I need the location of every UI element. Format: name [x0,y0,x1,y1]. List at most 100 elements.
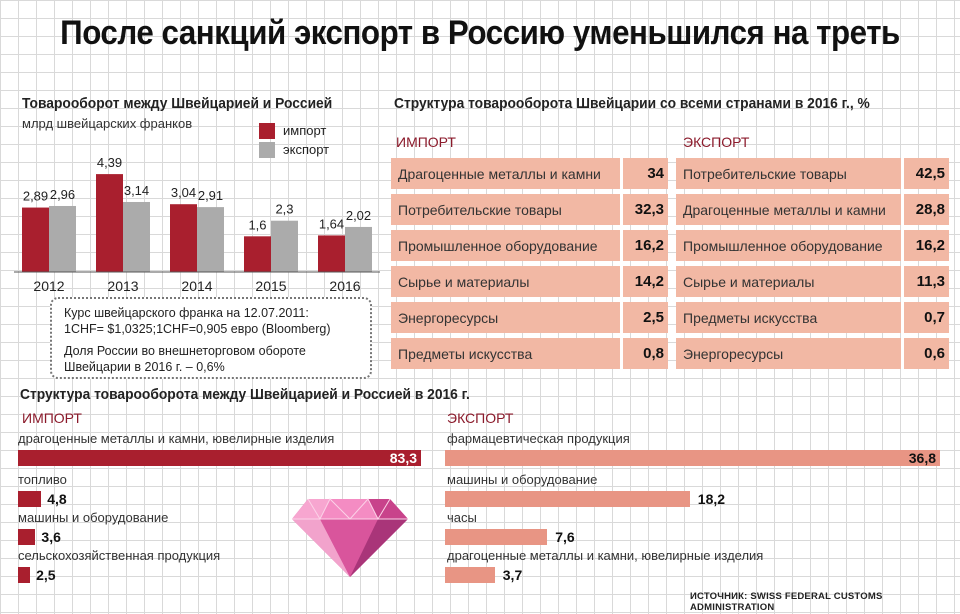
import-bar-value: 4,8 [47,491,67,507]
bar-export-2013 [123,201,150,272]
structure-import-row-label: Предметы искусства [398,345,533,362]
structure-export-row-value: 42,5 [901,158,949,189]
import-category-label: драгоценные металлы и камни, ювелирные и… [18,431,335,446]
structure-export-row: Потребительские товары 42,5 [676,158,949,189]
bar-import-2012 [22,207,49,272]
structure-title: Структура товарооборота Швейцарии со все… [394,95,870,112]
value-label-import-2015: 1,6 [248,217,266,232]
exchange-rate-note: Курс швейцарского франка на 12.07.2011: … [50,297,372,379]
export-category-label: часы [447,510,477,525]
export-bar-value: 36,8 [908,450,936,466]
import-category-label: сельскохозяйственная продукция [18,548,221,563]
structure-import-row-label: Сырье и материалы [398,273,530,290]
note-line-2: 1CHF= $1,0325;1CHF=0,905 евро (Bloomberg… [64,322,331,336]
import-category-label: топливо [18,472,67,487]
bar-export-2016 [345,226,372,272]
export-bar [445,450,940,466]
export-bar [445,567,495,583]
structure-export-row-label: Энергоресурсы [683,345,784,362]
import-bar-value: 3,6 [41,529,61,545]
structure-export-row-label: Сырье и материалы [683,273,815,290]
import-bar [18,491,42,507]
bar-import-2013 [96,174,123,272]
structure-export-row-value: 16,2 [901,230,949,261]
value-label-export-2015: 2,3 [275,202,293,217]
structure-export-row: Предметы искусства 0,7 [676,302,949,333]
structure-export-row: Энергоресурсы 0,6 [676,338,949,369]
year-label-2016: 2016 [329,278,360,294]
legend-import-swatch [259,123,275,139]
bar-import-2015 [244,236,271,272]
legend-export-label: экспорт [283,142,330,157]
export-category-label: драгоценные металлы и камни, ювелирные и… [447,548,764,563]
structure-import-heading: ИМПОРТ [396,134,456,150]
structure-import-row-value: 0,8 [620,338,668,369]
structure-export-row: Сырье и материалы 11,3 [676,266,949,297]
structure-export-row-label: Промышленное оборудование [683,237,883,254]
bar-export-2014 [197,207,224,272]
structure-import-row: Предметы искусства 0,8 [391,338,668,369]
structure-import-row-label: Промышленное оборудование [398,237,598,254]
note-line-3: Доля России во внешнеторговом обороте [64,344,306,358]
value-label-import-2012: 2,89 [23,189,48,204]
export-bar-value: 3,7 [502,567,523,583]
value-label-import-2014: 3,04 [171,185,196,200]
structure-export-row: Промышленное оборудование 16,2 [676,230,949,261]
structure-export-row-value: 0,6 [901,338,949,369]
structure-export-row-value: 11,3 [901,266,949,297]
year-label-2013: 2013 [107,278,138,294]
structure-import-row-value: 32,3 [620,194,668,225]
structure-import-row: Энергоресурсы 2,5 [391,302,668,333]
legend-import-label: импорт [283,123,327,138]
structure-import-row: Сырье и материалы 14,2 [391,266,668,297]
export-bar-value: 7,6 [555,529,575,545]
structure-import-row: Промышленное оборудование 16,2 [391,230,668,261]
bottom-export-heading: ЭКСПОРТ [447,410,514,426]
note-line-1: Курс швейцарского франка на 12.07.2011: [64,306,309,320]
export-bar [445,491,690,507]
import-bar-value: 83,3 [389,450,417,466]
structure-import-row: Потребительские товары 32,3 [391,194,668,225]
structure-import-row-label: Энергоресурсы [398,309,499,326]
structure-import-row-value: 34 [620,158,668,189]
structure-import-row-value: 2,5 [620,302,668,333]
note-line-4: Швейцарии в 2016 г. – 0,6% [64,360,225,374]
bottom-section-title: Структура товарооборота между Швейцарией… [20,386,470,403]
legend-export-swatch [259,142,275,158]
structure-import-row: Драгоценные металлы и камни 34 [391,158,668,189]
bar-import-2014 [170,204,197,272]
import-bar [18,450,421,466]
structure-import-row-value: 14,2 [620,266,668,297]
bar-export-2015 [271,220,298,272]
bar-export-2012 [49,205,76,272]
import-bar-value: 2,5 [36,567,56,583]
structure-import-row-value: 16,2 [620,230,668,261]
page-title: После санкций экспорт в Россию уменьшилс… [60,14,900,52]
structure-export-heading: ЭКСПОРТ [683,134,750,150]
value-label-export-2016: 2,02 [346,208,371,223]
left-chart-subtitle: млрд швейцарских франков [22,116,193,131]
structure-import-row-label: Потребительские товары [398,201,562,218]
value-label-import-2016: 1,64 [319,216,344,231]
value-label-export-2014: 2,91 [198,188,223,203]
bar-import-2016 [318,235,345,272]
export-category-label: машины и оборудование [447,472,598,487]
export-category-label: фармацевтическая продукция [447,431,630,446]
year-label-2014: 2014 [181,278,212,294]
source-note: ИСТОЧНИК: SWISS FEDERAL CUSTOMS ADMINIST… [690,591,883,613]
value-label-export-2012: 2,96 [50,187,75,202]
structure-export-row-label: Драгоценные металлы и камни [683,201,886,218]
bottom-import-heading: ИМПОРТ [22,410,82,426]
left-chart-title: Товарооборот между Швейцарией и Россией [22,95,333,112]
value-label-export-2013: 3,14 [124,183,149,198]
structure-export-row-value: 0,7 [901,302,949,333]
structure-export-row-value: 28,8 [901,194,949,225]
year-label-2012: 2012 [33,278,64,294]
export-bar [445,529,548,545]
annual-trade-chart: 2,89 2,96 2012 4,393,14 2013 3,04 2,91 2014 1,6 2… [14,155,380,294]
gem-icon [292,498,408,577]
structure-export-row-label: Предметы искусства [683,309,818,326]
structure-export-row: Драгоценные металлы и камни 28,8 [676,194,949,225]
import-bar [18,567,31,583]
export-bar-value: 18,2 [697,491,726,507]
